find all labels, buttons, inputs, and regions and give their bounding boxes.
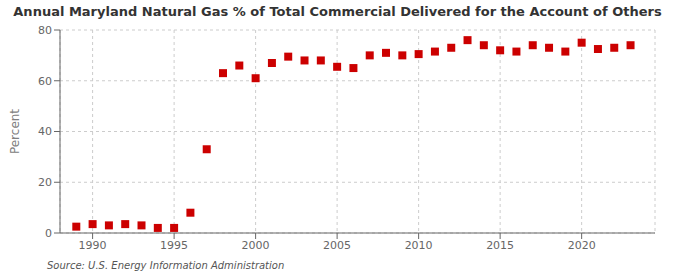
svg-text:2010: 2010 bbox=[405, 239, 433, 252]
svg-text:1990: 1990 bbox=[79, 239, 107, 252]
svg-text:1995: 1995 bbox=[160, 239, 188, 252]
svg-text:20: 20 bbox=[38, 176, 52, 189]
html-text:Source: U.S. Energy Informatio: Source: U.S. Energy Information Administ… bbox=[47, 260, 285, 271]
svg-text:0: 0 bbox=[45, 227, 52, 240]
svg-text:2005: 2005 bbox=[323, 239, 351, 252]
svg-text:2000: 2000 bbox=[242, 239, 270, 252]
svg-text:2015: 2015 bbox=[486, 239, 514, 252]
html-text:Annual Maryland Natural Gas %: Annual Maryland Natural Gas % of Total C… bbox=[13, 4, 662, 19]
svg-text:2020: 2020 bbox=[568, 239, 596, 252]
svg-text:60: 60 bbox=[38, 75, 52, 88]
svg-text:Percent: Percent bbox=[8, 109, 22, 154]
svg-text:80: 80 bbox=[38, 24, 52, 37]
svg-text:40: 40 bbox=[38, 125, 52, 138]
